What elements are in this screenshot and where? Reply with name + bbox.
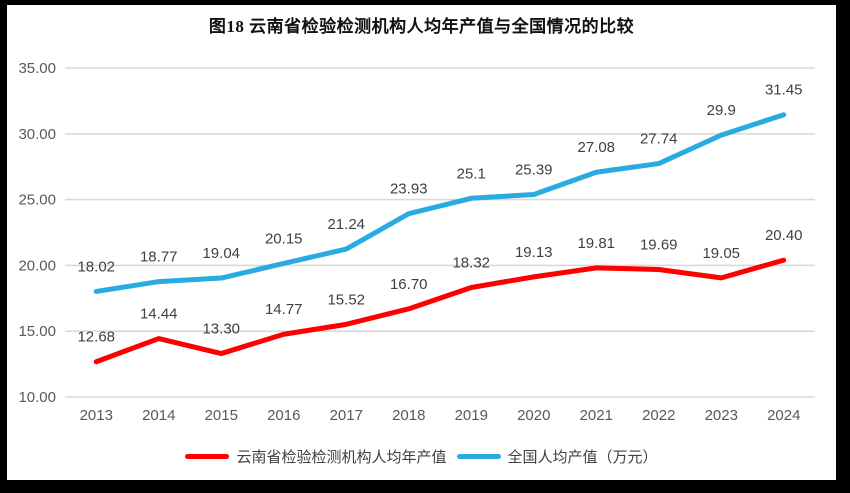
x-tick-label: 2017 (330, 407, 363, 424)
x-tick-label: 2014 (142, 407, 175, 424)
y-tick-label: 10.00 (18, 389, 56, 406)
data-label-series-1: 25.39 (515, 161, 553, 178)
legend-item-yunnan: 云南省检验检测机构人均年产值 (185, 446, 447, 467)
data-label-series-0: 19.13 (515, 244, 553, 261)
chart-panel (7, 5, 836, 480)
data-label-series-1: 31.45 (765, 82, 803, 99)
data-label-series-0: 18.32 (452, 255, 490, 272)
y-tick-label: 20.00 (18, 257, 56, 274)
data-label-series-0: 19.69 (640, 236, 678, 253)
legend-line-swatch-national (456, 454, 501, 459)
data-label-series-0: 13.30 (202, 321, 240, 338)
x-tick-label: 2021 (580, 407, 613, 424)
legend-label-national: 全国人均产值（万元） (507, 449, 658, 466)
x-tick-label: 2018 (392, 407, 425, 424)
data-label-series-1: 18.02 (77, 258, 115, 275)
series-line-1 (93, 112, 787, 294)
y-tick-label: 30.00 (18, 126, 56, 143)
data-label-series-1: 18.77 (140, 249, 178, 266)
data-label-series-1: 23.93 (390, 181, 428, 198)
data-label-series-1: 29.9 (707, 102, 736, 119)
data-label-series-1: 21.24 (327, 216, 365, 233)
legend-line-swatch-yunnan (185, 454, 230, 459)
data-label-series-1: 19.04 (202, 245, 240, 262)
data-label-series-0: 15.52 (327, 291, 365, 308)
x-tick-label: 2016 (267, 407, 300, 424)
data-label-series-0: 19.81 (577, 235, 615, 252)
data-label-series-0: 19.05 (702, 245, 740, 262)
x-tick-label: 2015 (205, 407, 238, 424)
data-label-series-0: 14.44 (140, 306, 178, 323)
y-tick-label: 15.00 (18, 323, 56, 340)
data-label-series-0: 16.70 (390, 276, 428, 293)
data-label-series-1: 27.74 (640, 131, 678, 148)
x-tick-label: 2020 (517, 407, 550, 424)
x-tick-label: 2022 (642, 407, 675, 424)
data-label-series-0: 20.40 (765, 227, 803, 244)
x-tick-label: 2023 (705, 407, 738, 424)
data-label-series-0: 14.77 (265, 301, 303, 318)
series-line-0 (93, 257, 787, 365)
y-tick-label: 25.00 (18, 192, 56, 209)
data-label-series-1: 27.08 (577, 139, 615, 156)
data-label-series-1: 20.15 (265, 230, 303, 247)
chart-legend: 云南省检验检测机构人均年产值 全国人均产值（万元） (7, 446, 836, 467)
data-label-series-0: 12.68 (77, 329, 115, 346)
x-tick-label: 2019 (455, 407, 488, 424)
y-tick-label: 35.00 (18, 60, 56, 77)
x-tick-label: 2024 (767, 407, 800, 424)
legend-item-national: 全国人均产值（万元） (456, 446, 658, 467)
legend-label-yunnan: 云南省检验检测机构人均年产值 (236, 449, 447, 466)
data-label-series-1: 25.1 (457, 165, 486, 182)
chart-title: 图18 云南省检验检测机构人均年产值与全国情况的比较 (208, 17, 635, 36)
x-tick-label: 2013 (80, 407, 113, 424)
